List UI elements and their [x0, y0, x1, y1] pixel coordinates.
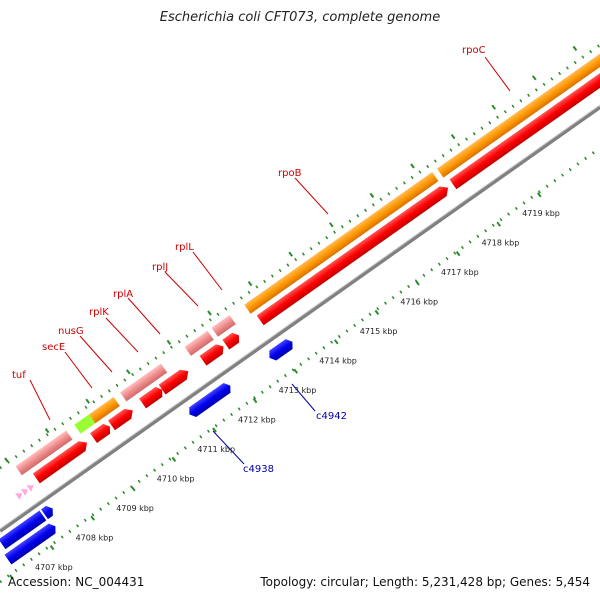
outer-major-ticks — [4, 45, 578, 463]
cds-rplA-red[interactable] — [158, 366, 192, 395]
cds-rplL-red[interactable] — [222, 330, 242, 350]
cds-rplJ-red[interactable] — [199, 341, 227, 366]
gene-tuf-pink[interactable] — [15, 430, 73, 476]
label-rpoB[interactable]: rpoB — [278, 168, 302, 179]
inner-major-tick — [90, 515, 95, 521]
inner-major-tick — [536, 192, 542, 198]
outer-major-tick — [247, 281, 253, 287]
cds-reverse-blue-3[interactable] — [41, 504, 56, 520]
outer-major-tick — [572, 45, 578, 52]
gene-rplJ-pink[interactable] — [184, 330, 214, 356]
label-nusG[interactable]: nusG — [58, 326, 84, 337]
map-title: Escherichia coli CFT073, complete genome — [159, 10, 441, 25]
inner-major-tick — [455, 251, 461, 257]
inner-major-tick — [171, 456, 177, 462]
scale-label: 4718 kbp — [482, 239, 520, 248]
scale-label: 4710 kbp — [157, 475, 195, 484]
inner-major-tick — [252, 398, 258, 404]
trna-marker-1[interactable] — [15, 490, 25, 500]
trna-marker-2[interactable] — [20, 486, 31, 496]
scale-label: 4713 kbp — [279, 386, 317, 395]
scale-label: 4708 kbp — [76, 534, 114, 543]
inner-major-tick — [49, 544, 55, 551]
outer-major-tick — [369, 192, 375, 198]
cds-reverse-blue-2[interactable] — [4, 521, 59, 565]
outer-major-tick — [207, 310, 212, 316]
trna-marker-3[interactable] — [26, 482, 37, 492]
gene-rpoC-orange[interactable] — [437, 47, 600, 178]
outer-major-tick — [531, 75, 537, 81]
cds-rpoB-red[interactable] — [256, 183, 452, 326]
outer-major-tick — [450, 134, 456, 140]
label-tuf[interactable]: tuf — [12, 370, 26, 381]
label-c4942[interactable]: c4942 — [316, 411, 347, 422]
forward-label-leaders — [29, 56, 511, 421]
label-rplA[interactable]: rplA — [113, 289, 133, 300]
inner-major-tick — [496, 221, 502, 227]
gene-rpoB-orange[interactable] — [244, 172, 439, 314]
cds-tuf-red[interactable] — [32, 438, 91, 484]
scale-label: 4717 kbp — [441, 268, 479, 277]
scale-label: 4712 kbp — [238, 416, 276, 425]
cds-nusG-red[interactable] — [108, 405, 136, 431]
scale-label: 4709 kbp — [116, 504, 154, 513]
genome-backbone-highlight — [0, 104, 600, 530]
scale-label: 4715 kbp — [360, 327, 398, 336]
label-rplL[interactable]: rplL — [175, 242, 194, 253]
accession-label: Accession: NC_004431 — [8, 575, 145, 589]
cds-rplK-red[interactable] — [139, 385, 166, 409]
scale-label: 4707 kbp — [35, 563, 73, 572]
outer-major-tick — [288, 251, 294, 257]
inner-major-tick — [293, 368, 299, 374]
outer-tick-track — [0, 43, 600, 470]
scale-label: 4719 kbp — [522, 209, 560, 218]
inner-major-tick — [374, 309, 380, 315]
reverse-label-leaders — [212, 383, 316, 465]
cds-secE-red[interactable] — [90, 422, 113, 443]
inner-major-tick — [212, 427, 217, 433]
outer-major-tick — [491, 104, 497, 110]
scale-label: 4714 kbp — [319, 357, 357, 366]
outer-major-tick — [85, 398, 90, 404]
inner-major-tick — [333, 339, 339, 345]
gene-rplK-pink[interactable] — [120, 363, 168, 402]
gene-secE-green[interactable] — [74, 414, 96, 434]
gene-nusG-orange[interactable] — [88, 397, 120, 424]
label-secE[interactable]: secE — [42, 342, 65, 353]
scale-label: 4716 kbp — [400, 298, 438, 307]
label-c4938[interactable]: c4938 — [243, 464, 274, 475]
outer-major-tick — [44, 428, 50, 434]
gene-rplL-pink[interactable] — [211, 315, 236, 337]
label-rplJ[interactable]: rplJ — [152, 262, 168, 273]
label-rpoC[interactable]: rpoC — [462, 45, 486, 56]
genome-backbone — [0, 105, 600, 533]
cds-reverse-blue-1[interactable] — [0, 510, 47, 550]
outer-major-tick — [166, 339, 172, 345]
outer-major-tick — [410, 163, 415, 169]
inner-tick-track — [0, 146, 600, 584]
inner-major-tick — [131, 486, 136, 492]
scale-label: 4711 kbp — [197, 445, 235, 454]
outer-major-tick — [126, 369, 131, 375]
cds-rpoC-red[interactable] — [449, 55, 600, 190]
inner-major-ticks — [9, 192, 542, 580]
label-rplK[interactable]: rplK — [89, 307, 109, 318]
outer-major-tick — [328, 222, 334, 228]
inner-major-tick — [9, 574, 14, 580]
inner-major-tick — [415, 280, 420, 286]
outer-major-tick — [4, 457, 9, 463]
genome-summary: Topology: circular; Length: 5,231,428 bp… — [260, 575, 590, 589]
cds-c4942-blue[interactable] — [266, 337, 296, 363]
cds-c4938-blue[interactable] — [186, 381, 234, 420]
